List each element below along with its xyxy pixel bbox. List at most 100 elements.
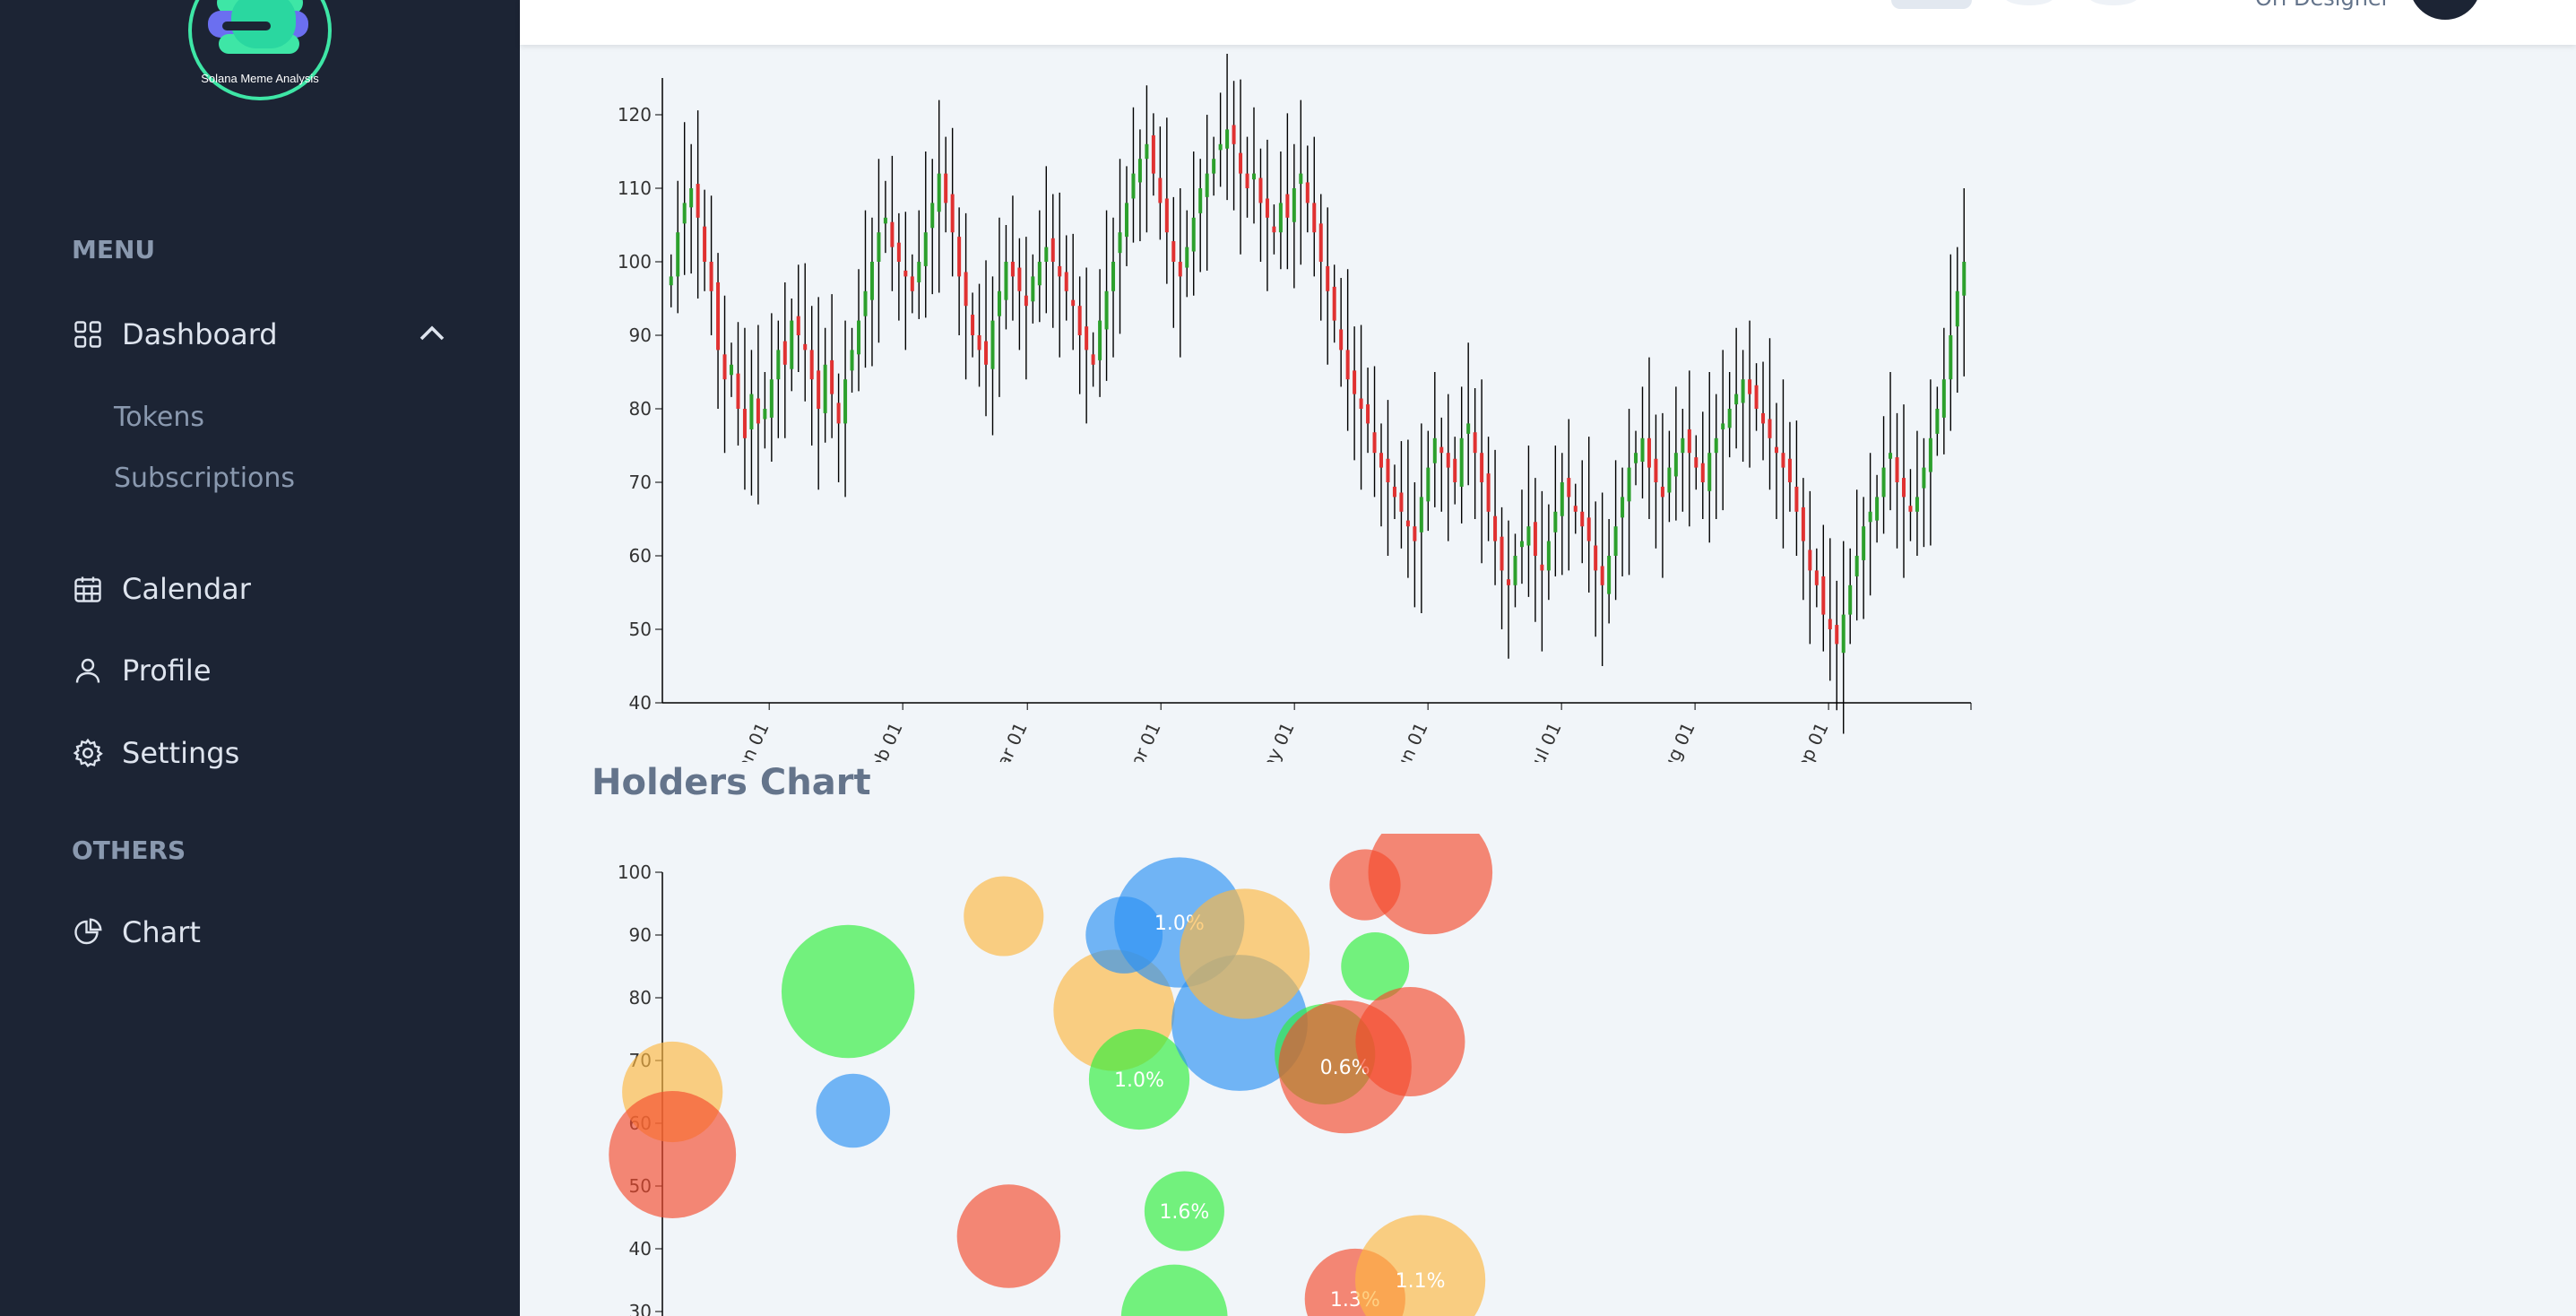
sidebar-item-label: Dashboard [122, 317, 278, 351]
holder-bubble [609, 1091, 737, 1218]
candle-body [763, 409, 767, 420]
candle-body [930, 203, 935, 229]
candle-body [1694, 457, 1699, 468]
sidebar-subitem-subscriptions[interactable]: Subscriptions [114, 463, 296, 494]
candle-body [1814, 570, 1819, 585]
sidebar-item-label: Profile [122, 654, 212, 688]
sidebar-item-chart[interactable]: Chart [72, 910, 201, 955]
sidebar-item-dashboard[interactable]: Dashboard [72, 312, 278, 357]
candle-body [1774, 446, 1778, 454]
holder-bubble [1088, 1028, 1190, 1130]
sidebar-item-label: Chart [122, 915, 201, 949]
candle-body [1835, 625, 1839, 645]
candle-body [1245, 173, 1249, 188]
holder-bubble [816, 1073, 891, 1148]
candle-body [1949, 335, 1953, 380]
candle-body [1392, 486, 1396, 498]
candle-body [1500, 536, 1504, 571]
candle-body [716, 281, 721, 351]
candle-body [869, 262, 874, 300]
candle-body [803, 343, 808, 351]
candle-body [1928, 437, 1932, 472]
candle-body [689, 188, 694, 208]
holder-bubble [956, 1184, 1061, 1288]
y-tick-label: 100 [618, 251, 652, 273]
candle-body [756, 398, 760, 424]
candle-body [1768, 419, 1772, 438]
sidebar-subitem-tokens[interactable]: Tokens [114, 402, 204, 433]
candle-body [1419, 497, 1423, 532]
avatar[interactable] [2409, 0, 2481, 20]
candle-body [1299, 173, 1303, 185]
candle-body [1413, 526, 1417, 541]
holder-bubble [1341, 932, 1410, 1000]
x-tick-label: Apr 01 [1120, 719, 1165, 762]
candle-body [1707, 453, 1712, 491]
candle-body [1567, 478, 1571, 498]
candle-body [709, 262, 713, 291]
notification-button[interactable] [2004, 0, 2054, 5]
candle-body [1660, 486, 1664, 498]
candle-body [984, 341, 989, 365]
candle-body [1278, 203, 1283, 233]
price-candlestick-chart: 40 50 60 70 80 90 100 110 120 Jan 01 Feb 01 Mar 01 A… [618, 54, 1972, 762]
bubble-label: 1.1% [1396, 1270, 1446, 1293]
candle-body [1258, 177, 1263, 203]
candle-body [1935, 409, 1940, 434]
candle-body [1098, 320, 1102, 360]
candle-body [997, 290, 1001, 316]
calendar-icon [74, 576, 101, 602]
candle-body [1868, 511, 1872, 523]
sidebar-item-label: Calendar [122, 572, 251, 606]
sidebar-item-settings[interactable]: Settings [72, 731, 239, 775]
holders-bubble-chart: 304050607080901001.0%1.0%1.6%0.6%1.3%1.1… [609, 834, 1493, 1316]
candle-body [1372, 432, 1377, 454]
x-tick-label: Feb 01 [862, 719, 907, 762]
messages-button[interactable] [2088, 0, 2139, 5]
logo[interactable] [188, 0, 332, 100]
candle-body [977, 335, 981, 351]
candle-body [1077, 306, 1082, 335]
user-name[interactable]: Ori Designer [2255, 0, 2390, 11]
candle-body [1546, 541, 1551, 571]
candle-body [1700, 463, 1705, 482]
candle-body [944, 173, 948, 203]
candle-body [1647, 437, 1651, 468]
gear-icon [73, 738, 103, 767]
holders-chart-title: Holders Chart [592, 762, 871, 803]
candle-body [669, 276, 673, 286]
chevron-up-icon[interactable] [416, 320, 448, 347]
y-tick-label: 80 [629, 398, 652, 420]
candle-body [1010, 262, 1015, 277]
candle-body [1586, 517, 1591, 541]
candle-body [1017, 267, 1022, 291]
candle-body [877, 232, 881, 262]
candle-body [1761, 412, 1766, 424]
candle-body [1507, 579, 1511, 585]
candle-body [823, 364, 827, 413]
candle-body [1895, 457, 1899, 482]
y-tick-label: 40 [629, 1238, 652, 1260]
candle-body [817, 370, 821, 409]
candle-body [1137, 159, 1142, 183]
candle-body [696, 184, 700, 218]
candle-body [1580, 511, 1585, 527]
candle-body [1205, 173, 1209, 197]
candle-body [1453, 458, 1457, 482]
candle-body [964, 272, 968, 307]
candle-body [1432, 437, 1437, 463]
search-bar[interactable] [1891, 0, 1972, 9]
candle-body [1466, 423, 1471, 434]
candle-body [1734, 394, 1739, 405]
candle-body [736, 373, 740, 409]
candle-body [1640, 437, 1645, 463]
sidebar-item-profile[interactable]: Profile [72, 648, 212, 693]
candle-body [1366, 404, 1370, 424]
candle-body [1339, 329, 1344, 351]
candle-body [1218, 143, 1223, 151]
candle-body [1889, 453, 1893, 459]
sidebar-item-calendar[interactable]: Calendar [72, 567, 251, 611]
candle-body [1881, 467, 1886, 498]
candle-body [682, 203, 687, 224]
candle-body [1533, 522, 1537, 556]
